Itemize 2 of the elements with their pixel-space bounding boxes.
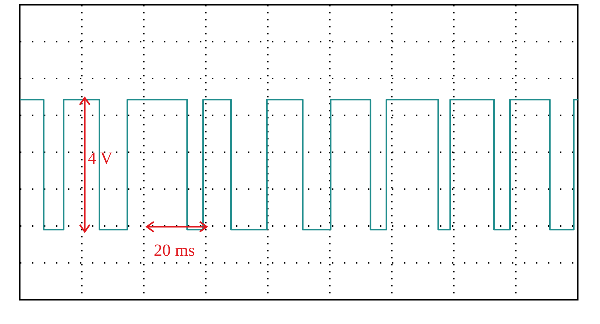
text: 20 ms [154,241,196,260]
annotation: 4 V [88,149,113,168]
